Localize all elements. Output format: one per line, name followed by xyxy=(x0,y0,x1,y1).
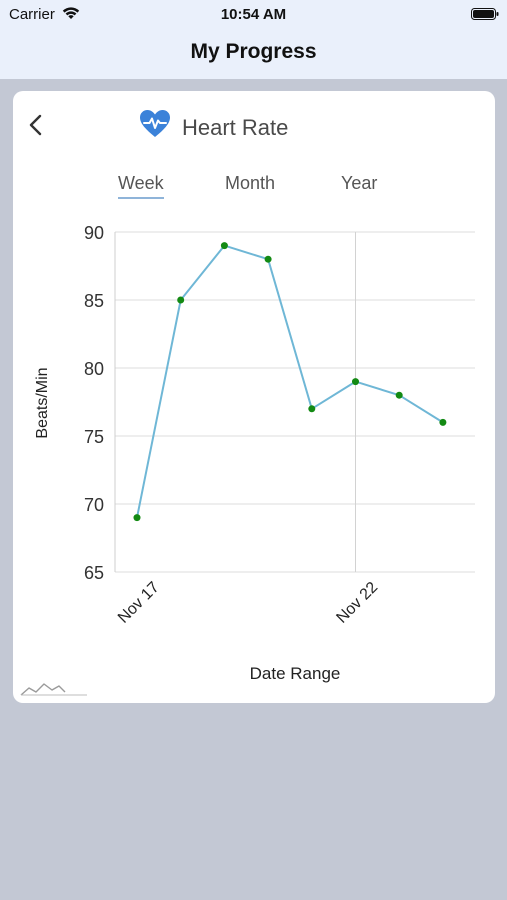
tab-year[interactable]: Year xyxy=(341,173,378,193)
chevron-left-icon xyxy=(29,114,42,136)
battery-icon xyxy=(471,8,499,20)
status-bar: Carrier 10:54 AM xyxy=(0,0,507,28)
x-axis-label: Date Range xyxy=(250,664,341,683)
heart-rate-chart: 65 70 75 80 85 90 Nov 17 Nov 22 Date Range Beats/… xyxy=(34,223,475,683)
status-time: 10:54 AM xyxy=(220,6,287,23)
back-button[interactable] xyxy=(25,111,45,141)
heart-pulse-icon xyxy=(140,110,170,137)
wifi-icon xyxy=(62,7,80,19)
card-title: Heart Rate xyxy=(182,115,289,140)
mountain-logo-icon xyxy=(20,683,87,696)
range-tabs: Week Month Year xyxy=(13,173,495,203)
data-point xyxy=(133,514,141,522)
x-tick-label: Nov 17 xyxy=(115,579,163,627)
y-tick-label: 85 xyxy=(84,291,104,311)
tab-week[interactable]: Week xyxy=(118,173,164,199)
tab-month[interactable]: Month xyxy=(225,173,276,193)
data-point xyxy=(352,378,359,386)
data-point xyxy=(395,391,403,399)
y-tick-label: 75 xyxy=(84,427,104,447)
x-tick-label: Nov 22 xyxy=(333,579,381,627)
carrier-label: Carrier xyxy=(9,6,55,23)
data-point xyxy=(264,255,272,263)
data-point xyxy=(177,296,185,304)
heart-rate-card: Heart Rate Week Month Year 65 70 75 80 85 90 N… xyxy=(13,91,495,703)
top-bar: Carrier 10:54 AM My Progress xyxy=(0,0,507,79)
page-title: My Progress xyxy=(190,40,317,63)
y-axis-label: Beats/Min xyxy=(34,367,51,438)
series-line xyxy=(136,244,444,518)
y-tick-label: 65 xyxy=(84,563,104,583)
data-point xyxy=(439,418,447,426)
data-point xyxy=(220,242,228,250)
y-tick-label: 70 xyxy=(84,495,104,515)
data-point xyxy=(308,405,316,413)
y-tick-label: 80 xyxy=(84,359,104,379)
y-tick-label: 90 xyxy=(84,223,104,243)
